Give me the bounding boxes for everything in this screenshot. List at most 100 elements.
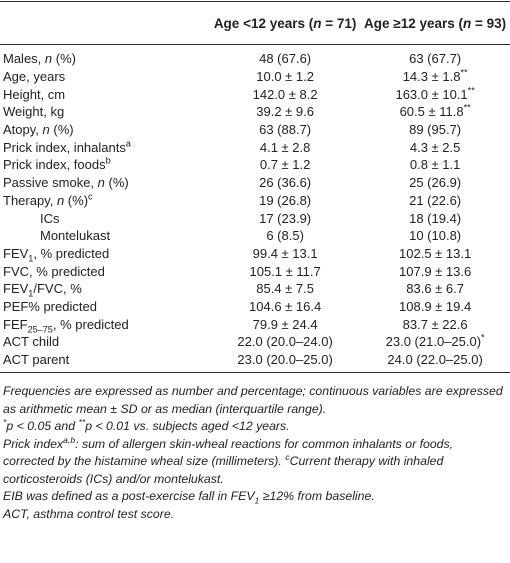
row-label: Therapy, n (%)c — [0, 192, 210, 210]
data-table: Age <12 years (n = 71) Age ≥12 years (n … — [0, 1, 510, 373]
text: ACT, asthma control test score. — [3, 506, 175, 521]
text: 0.7 ± 1.2 — [259, 157, 311, 173]
row-label: Height, cm — [0, 85, 210, 103]
text: /FVC, % — [33, 281, 82, 297]
text: 23.0 (21.0–25.0) — [385, 334, 482, 350]
value-cell: 63 (88.7) — [210, 121, 360, 139]
value-cell: 4.3 ± 2.5 — [360, 138, 510, 156]
text: 25 (26.9) — [409, 175, 462, 191]
value-cell: 0.7 ± 1.2 — [210, 156, 360, 174]
text: Therapy, — [3, 192, 57, 208]
text-sup: c — [88, 191, 93, 202]
text: 63 (88.7) — [259, 122, 312, 138]
value-cell: 108.9 ± 19.4 — [360, 298, 510, 316]
text: 10.0 ± 1.2 — [256, 69, 314, 85]
row-label: PEF% predicted — [0, 298, 210, 316]
header-cell: Age ≥12 years (n = 93) — [360, 2, 510, 45]
text-sub: 25–75 — [27, 324, 53, 335]
value-cell: 39.2 ± 9.6 — [210, 103, 360, 121]
text: PEF% predicted — [3, 298, 97, 314]
text: Prick index — [3, 436, 64, 451]
table-row: FEV1/FVC, % 85.4 ± 7.5 83.6 ± 6.7 — [0, 280, 510, 298]
table-row: Prick index, foodsb 0.7 ± 1.2 0.8 ± 1.1 — [0, 156, 510, 174]
text: = 71) — [321, 15, 357, 31]
text: ICs — [40, 210, 60, 226]
row-label: FVC, % predicted — [0, 262, 210, 280]
text: 26 (36.6) — [259, 175, 312, 191]
row-label: Passive smoke, n (%) — [0, 174, 210, 192]
text: , % predicted — [52, 316, 129, 332]
text: 60.5 ± 11.8 — [399, 104, 464, 120]
text: 14.3 ± 1.8 — [402, 69, 461, 85]
text-sup: ** — [78, 417, 86, 428]
value-cell: 83.7 ± 22.6 — [360, 315, 510, 333]
value-cell: 23.0 (20.0–25.0) — [210, 351, 360, 373]
table-row: ICs 17 (23.9) 18 (19.4) — [0, 209, 510, 227]
text: 102.5 ± 13.1 — [399, 245, 472, 261]
value-cell: 25 (26.9) — [360, 174, 510, 192]
text: (%) — [49, 122, 74, 138]
text-sub: 1 — [28, 253, 34, 264]
text: 48 (67.6) — [259, 51, 312, 67]
table-row: Age, years 10.0 ± 1.2 14.3 ± 1.8** — [0, 68, 510, 86]
text: 163.0 ± 10.1 — [395, 86, 468, 102]
row-label: Age, years — [0, 68, 210, 86]
value-cell: 24.0 (22.0–25.0) — [360, 351, 510, 373]
row-label: ICs — [0, 209, 210, 227]
text: 89 (95.7) — [409, 122, 462, 138]
value-cell: 104.6 ± 16.4 — [210, 298, 360, 316]
table-row: FEV1, % predicted 99.4 ± 13.1 102.5 ± 13.1 — [0, 245, 510, 263]
text: 19 (26.8) — [259, 192, 312, 208]
text: Atopy, — [3, 122, 43, 138]
header-empty — [0, 2, 210, 45]
text: Frequencies are expressed as number and … — [3, 384, 503, 416]
value-cell: 18 (19.4) — [360, 209, 510, 227]
footnote: Prick indexa,b: sum of allergen skin-whe… — [3, 435, 507, 489]
text: Prick index, inhalants — [3, 139, 126, 155]
footnotes: Frequencies are expressed as number and … — [0, 373, 510, 523]
text: Passive smoke, — [3, 175, 98, 191]
row-label: Atopy, n (%) — [0, 121, 210, 139]
text: 85.4 ± 7.5 — [256, 281, 314, 297]
text: p < 0.05 and — [6, 419, 79, 434]
text-sup: a — [125, 138, 131, 149]
text: ACT child — [3, 334, 60, 350]
value-cell: 10.0 ± 1.2 — [210, 68, 360, 86]
text: : sum of allergen skin-wheal reactions f… — [3, 436, 454, 469]
text: ACT parent — [3, 352, 70, 368]
value-cell: 21 (22.6) — [360, 192, 510, 210]
table-row: Males, n (%) 48 (67.6) 63 (67.7) — [0, 45, 510, 68]
value-cell: 142.0 ± 8.2 — [210, 85, 360, 103]
value-cell: 79.9 ± 24.4 — [210, 315, 360, 333]
value-cell: 48 (67.6) — [210, 45, 360, 68]
text: 6 (8.5) — [266, 228, 304, 244]
text-sub: 1 — [28, 288, 34, 299]
text-sup: ** — [463, 103, 471, 114]
text: 0.8 ± 1.1 — [409, 157, 461, 173]
text-sup: * — [481, 333, 485, 344]
value-cell: 22.0 (20.0–24.0) — [210, 333, 360, 351]
value-cell: 10 (10.8) — [360, 227, 510, 245]
table-body: Males, n (%) 48 (67.6) 63 (67.7) Age, years… — [0, 45, 510, 373]
text: Prick index, foods — [3, 157, 106, 173]
text-sup: b — [105, 156, 111, 167]
value-cell: 23.0 (21.0–25.0)* — [360, 333, 510, 351]
table-row: FEF25–75, % predicted 79.9 ± 24.4 83.7 ± 2… — [0, 315, 510, 335]
row-label: FEV1/FVC, % — [0, 280, 210, 298]
value-cell: 26 (36.6) — [210, 174, 360, 192]
text: 39.2 ± 9.6 — [256, 104, 314, 120]
value-cell: 6 (8.5) — [210, 227, 360, 245]
text: (%) — [64, 192, 89, 208]
table-row: PEF% predicted 104.6 ± 16.4 108.9 ± 19.4 — [0, 298, 510, 316]
text: FEV — [3, 281, 29, 297]
row-label: FEF25–75, % predicted — [0, 315, 210, 335]
text: 21 (22.6) — [409, 192, 462, 208]
value-cell: 83.6 ± 6.7 — [360, 280, 510, 298]
value-cell: 60.5 ± 11.8** — [360, 103, 510, 121]
text: 99.4 ± 13.1 — [252, 245, 318, 261]
value-cell: 0.8 ± 1.1 — [360, 156, 510, 174]
value-cell: 14.3 ± 1.8** — [360, 68, 510, 86]
text: Age, years — [3, 69, 66, 85]
text: 107.9 ± 13.6 — [399, 263, 472, 279]
text-i: n — [313, 15, 322, 31]
